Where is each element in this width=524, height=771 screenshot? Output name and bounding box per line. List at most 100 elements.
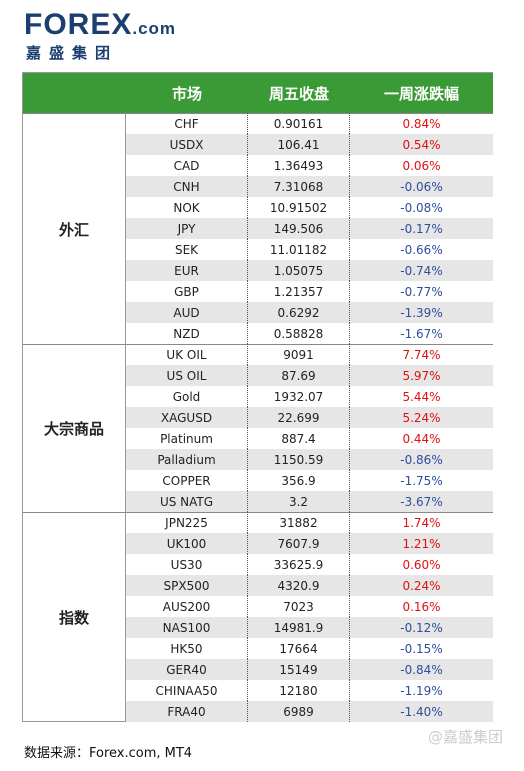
row-bg — [126, 155, 493, 176]
market-cell: CNH — [126, 176, 248, 197]
header-bar — [23, 73, 493, 113]
market-cell: GER40 — [126, 659, 248, 680]
market-cell: Gold — [126, 386, 248, 407]
row-bg — [126, 533, 493, 554]
watermark: @嘉盛集团 — [428, 728, 504, 746]
group-label: 外汇 — [23, 113, 126, 344]
row-bg — [126, 512, 493, 533]
close-cell: 87.69 — [248, 365, 350, 386]
market-cell: US30 — [126, 554, 248, 575]
close-cell: 14981.9 — [248, 617, 350, 638]
change-cell: 0.60% — [402, 557, 441, 572]
row-bg — [126, 176, 493, 197]
source-note: 数据来源：Forex.com, MT4 — [24, 746, 193, 761]
change-cell: -0.77% — [400, 284, 443, 299]
change-cell: -0.06% — [400, 179, 443, 194]
change-cell: 0.06% — [402, 158, 441, 173]
close-cell: 106.41 — [248, 134, 350, 155]
market-cell: CHINAA50 — [126, 680, 248, 701]
row-bg — [126, 554, 493, 575]
close-cell: 4320.9 — [248, 575, 350, 596]
change-cell: 1.21% — [402, 536, 441, 551]
close-cell: 22.699 — [248, 407, 350, 428]
change-cell: 0.44% — [402, 431, 441, 446]
market-cell: AUD — [126, 302, 248, 323]
close-cell: 1.36493 — [248, 155, 350, 176]
close-cell: 887.4 — [248, 428, 350, 449]
change-cell: -3.67% — [400, 494, 443, 509]
row-bg — [126, 134, 493, 155]
market-cell: UK OIL — [126, 344, 248, 365]
market-cell: UK100 — [126, 533, 248, 554]
column-header: 周五收盘 — [268, 84, 329, 103]
close-cell: 6989 — [248, 701, 350, 722]
change-cell: 0.54% — [402, 137, 441, 152]
market-cell: NZD — [126, 323, 248, 344]
market-cell: SEK — [126, 239, 248, 260]
change-cell: 5.44% — [402, 389, 441, 404]
close-cell: 9091 — [248, 344, 350, 365]
row-bg — [126, 323, 493, 344]
row-bg — [126, 596, 493, 617]
change-cell: -0.66% — [400, 242, 443, 257]
market-cell: SPX500 — [126, 575, 248, 596]
market-cell: NOK — [126, 197, 248, 218]
logo-suffix: .com — [132, 19, 177, 38]
row-bg — [126, 260, 493, 281]
row-bg — [126, 365, 493, 386]
close-cell: 17664 — [248, 638, 350, 659]
market-cell: JPY — [126, 218, 248, 239]
logo: FOREX.com — [24, 8, 176, 42]
close-cell: 1150.59 — [248, 449, 350, 470]
market-cell: AUS200 — [126, 596, 248, 617]
row-bg — [126, 113, 493, 134]
close-cell: 3.2 — [248, 491, 350, 512]
close-cell: 12180 — [248, 680, 350, 701]
row-bg — [126, 491, 493, 512]
close-cell: 7.31068 — [248, 176, 350, 197]
row-bg — [126, 239, 493, 260]
change-cell: 5.97% — [402, 368, 441, 383]
market-cell: CAD — [126, 155, 248, 176]
row-bg — [126, 197, 493, 218]
change-cell: -0.74% — [400, 263, 443, 278]
column-header: 一周涨跌幅 — [383, 84, 459, 103]
market-cell: EUR — [126, 260, 248, 281]
market-cell: GBP — [126, 281, 248, 302]
logo-subtitle: 嘉盛集团 — [26, 44, 119, 62]
market-cell: Palladium — [126, 449, 248, 470]
change-cell: -1.39% — [400, 305, 443, 320]
row-bg — [126, 449, 493, 470]
change-cell: 0.16% — [402, 599, 441, 614]
logo-text: FOREX — [24, 8, 133, 41]
change-cell: 5.24% — [402, 410, 441, 425]
close-cell: 15149 — [248, 659, 350, 680]
change-cell: -0.08% — [400, 200, 443, 215]
market-cell: Platinum — [126, 428, 248, 449]
close-cell: 10.91502 — [248, 197, 350, 218]
row-bg — [126, 638, 493, 659]
row-bg — [126, 407, 493, 428]
close-cell: 11.01182 — [248, 239, 350, 260]
close-cell: 1932.07 — [248, 386, 350, 407]
row-bg — [126, 281, 493, 302]
market-cell: COPPER — [126, 470, 248, 491]
change-cell: -0.15% — [400, 641, 443, 656]
row-bg — [126, 302, 493, 323]
row-bg — [126, 659, 493, 680]
market-cell: HK50 — [126, 638, 248, 659]
change-cell: 0.84% — [402, 116, 441, 131]
market-cell: US OIL — [126, 365, 248, 386]
market-cell: NAS100 — [126, 617, 248, 638]
market-cell: USDX — [126, 134, 248, 155]
table: 市场 周五收盘 一周涨跌幅 外汇 CHF 0.90161 0.84% USDX 106.41 0.… — [22, 72, 493, 722]
close-cell: 7607.9 — [248, 533, 350, 554]
group-label: 指数 — [23, 512, 126, 722]
row-bg — [126, 428, 493, 449]
close-cell: 0.58828 — [248, 323, 350, 344]
close-cell: 1.05075 — [248, 260, 350, 281]
close-cell: 31882 — [248, 512, 350, 533]
group-label: 大宗商品 — [23, 344, 126, 512]
change-cell: -1.75% — [400, 473, 443, 488]
